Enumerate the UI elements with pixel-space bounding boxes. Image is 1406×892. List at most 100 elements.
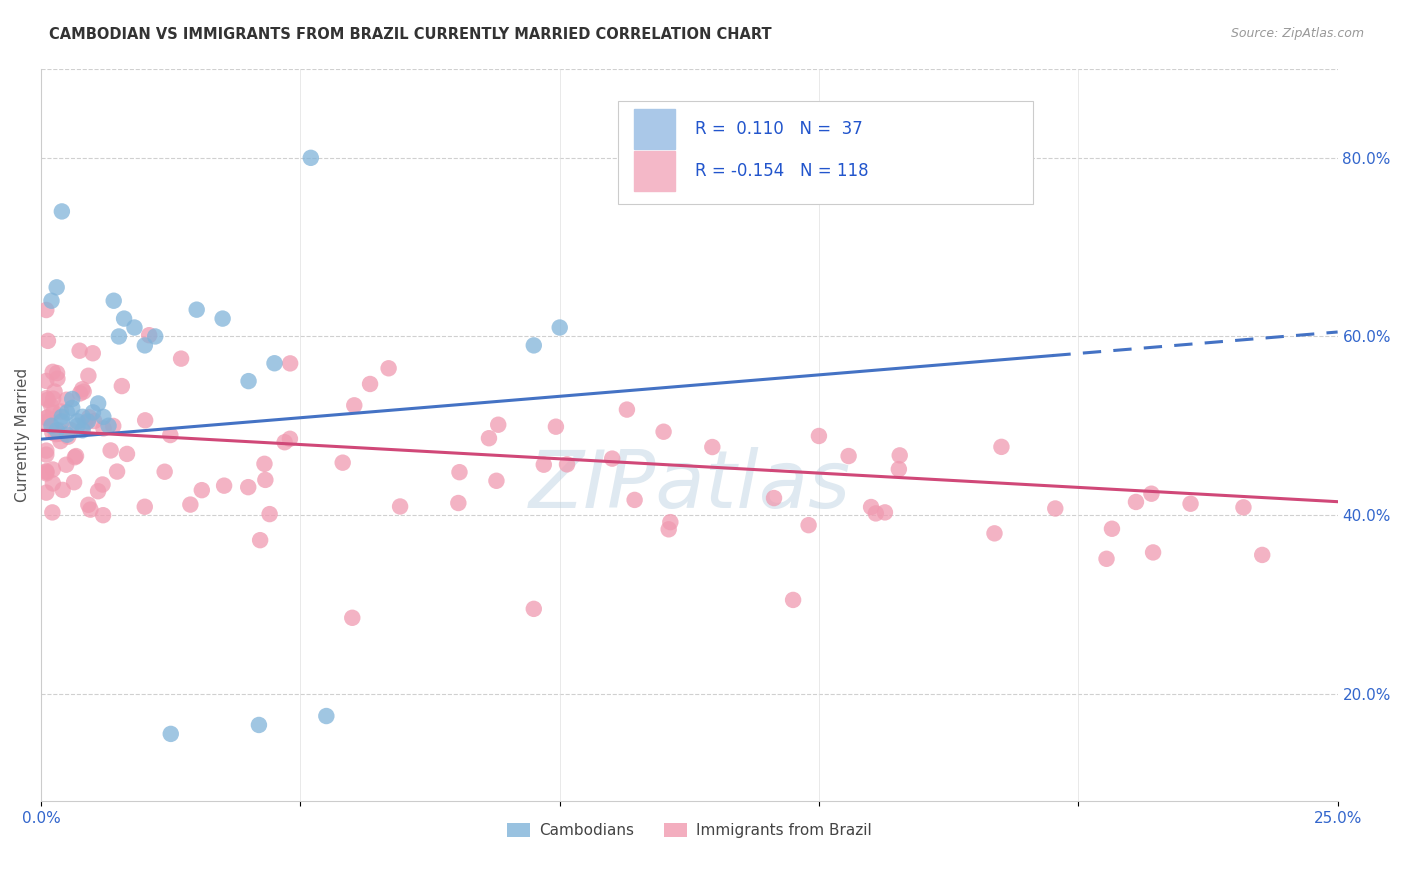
Point <box>782 593 804 607</box>
Point <box>51 414 73 428</box>
Point <box>600 451 623 466</box>
Point <box>1101 522 1123 536</box>
Text: Source: ZipAtlas.com: Source: ZipAtlas.com <box>1230 27 1364 40</box>
FancyBboxPatch shape <box>619 102 1033 204</box>
Point <box>548 320 571 334</box>
Point <box>49 404 72 418</box>
Point <box>91 477 114 491</box>
Point <box>478 431 501 445</box>
Point <box>77 410 100 425</box>
Point <box>186 302 208 317</box>
Point <box>247 718 270 732</box>
Point <box>59 423 82 437</box>
Point <box>1180 497 1202 511</box>
Point <box>51 204 73 219</box>
Point <box>983 526 1005 541</box>
Point <box>45 427 67 442</box>
Point <box>797 518 820 533</box>
Point <box>65 449 87 463</box>
Point <box>1140 486 1163 500</box>
Point <box>315 709 337 723</box>
Point <box>35 485 58 500</box>
Point <box>486 417 509 432</box>
Point <box>35 374 58 388</box>
Point <box>35 448 58 462</box>
Point <box>48 426 70 441</box>
Point <box>35 467 58 481</box>
Point <box>299 151 322 165</box>
Point <box>76 414 98 428</box>
Point <box>77 368 100 383</box>
Point <box>97 418 120 433</box>
Point <box>41 425 63 440</box>
Point <box>41 505 63 519</box>
Point <box>51 409 73 424</box>
Point <box>887 462 910 476</box>
Point <box>763 491 786 505</box>
Point <box>1045 501 1067 516</box>
Point <box>273 435 295 450</box>
Point <box>124 320 146 334</box>
Point <box>87 484 110 499</box>
Point <box>447 496 470 510</box>
Point <box>39 399 62 413</box>
Point <box>79 502 101 516</box>
Point <box>807 429 830 443</box>
Point <box>83 414 105 428</box>
Point <box>66 418 89 433</box>
Point <box>42 365 65 379</box>
Point <box>170 351 193 366</box>
Point <box>1142 545 1164 559</box>
Point <box>69 386 91 401</box>
Point <box>45 280 67 294</box>
Point <box>42 476 65 491</box>
Point <box>485 474 508 488</box>
Y-axis label: Currently Married: Currently Married <box>15 368 30 502</box>
Point <box>72 409 94 424</box>
Point <box>35 303 58 318</box>
Point <box>72 382 94 396</box>
Point <box>533 458 555 472</box>
Point <box>93 409 115 424</box>
Point <box>55 392 77 407</box>
Point <box>41 293 63 308</box>
Point <box>449 465 471 479</box>
Point <box>69 343 91 358</box>
Point <box>77 498 100 512</box>
Point <box>143 329 166 343</box>
Point <box>523 338 546 352</box>
Text: CAMBODIAN VS IMMIGRANTS FROM BRAZIL CURRENTLY MARRIED CORRELATION CHART: CAMBODIAN VS IMMIGRANTS FROM BRAZIL CURR… <box>49 27 772 42</box>
Point <box>623 492 645 507</box>
Point <box>342 611 364 625</box>
Point <box>75 417 97 431</box>
Point <box>58 430 80 444</box>
Point <box>103 293 125 308</box>
Point <box>1125 495 1147 509</box>
Point <box>179 498 201 512</box>
Point <box>56 405 79 419</box>
Point <box>238 480 260 494</box>
Point <box>82 346 104 360</box>
Point <box>332 456 354 470</box>
Point <box>659 515 682 529</box>
Point <box>112 311 135 326</box>
Point <box>35 415 58 429</box>
Point <box>555 458 578 472</box>
Point <box>60 392 83 406</box>
Point <box>108 329 131 343</box>
Point <box>63 450 86 465</box>
Point <box>278 432 301 446</box>
Point <box>37 410 59 425</box>
Point <box>60 401 83 415</box>
Point <box>41 418 63 433</box>
Point <box>42 406 65 420</box>
Point <box>1095 551 1118 566</box>
Point <box>838 449 860 463</box>
Point <box>159 428 181 442</box>
Point <box>990 440 1012 454</box>
Point <box>544 419 567 434</box>
Point <box>134 338 156 352</box>
Point <box>63 475 86 490</box>
Point <box>105 465 128 479</box>
Point <box>865 507 887 521</box>
